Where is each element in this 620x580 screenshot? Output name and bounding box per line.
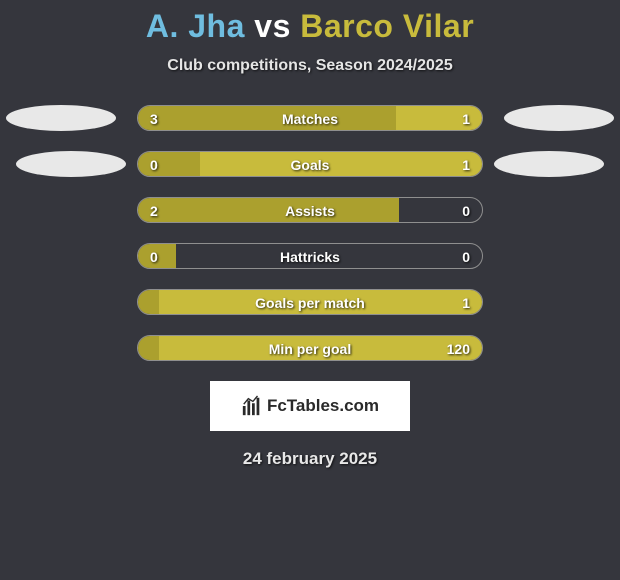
player-badge-placeholder — [16, 151, 126, 177]
stat-value-right: 0 — [462, 244, 470, 268]
stat-label: Hattricks — [138, 244, 482, 268]
stat-label: Matches — [138, 106, 482, 130]
stat-label: Goals per match — [138, 290, 482, 314]
stat-label: Assists — [138, 198, 482, 222]
stat-value-right: 0 — [462, 198, 470, 222]
player1-name: A. Jha — [146, 8, 245, 44]
stat-row: 0Goals1 — [137, 151, 483, 177]
stat-label: Min per goal — [138, 336, 482, 360]
stat-row: 0Hattricks0 — [137, 243, 483, 269]
stat-row: Goals per match1 — [137, 289, 483, 315]
chart-icon — [241, 395, 263, 417]
player-badge-placeholder — [504, 105, 614, 131]
page-title: A. Jha vs Barco Vilar — [0, 8, 620, 45]
stat-value-right: 1 — [462, 106, 470, 130]
stat-row: 3Matches1 — [137, 105, 483, 131]
stat-row: 2Assists0 — [137, 197, 483, 223]
stat-label: Goals — [138, 152, 482, 176]
footer-logo-text: FcTables.com — [267, 396, 379, 416]
stat-value-right: 120 — [447, 336, 470, 360]
stat-value-right: 1 — [462, 152, 470, 176]
stat-value-right: 1 — [462, 290, 470, 314]
stats-container: 3Matches10Goals12Assists00Hattricks0Goal… — [0, 105, 620, 361]
player2-name: Barco Vilar — [300, 8, 474, 44]
vs-text: vs — [254, 8, 291, 44]
footer-date: 24 february 2025 — [0, 449, 620, 469]
subtitle: Club competitions, Season 2024/2025 — [0, 57, 620, 75]
stat-row: Min per goal120 — [137, 335, 483, 361]
footer-badge: FcTables.com — [210, 381, 410, 431]
player-badge-placeholder — [494, 151, 604, 177]
player-badge-placeholder — [6, 105, 116, 131]
